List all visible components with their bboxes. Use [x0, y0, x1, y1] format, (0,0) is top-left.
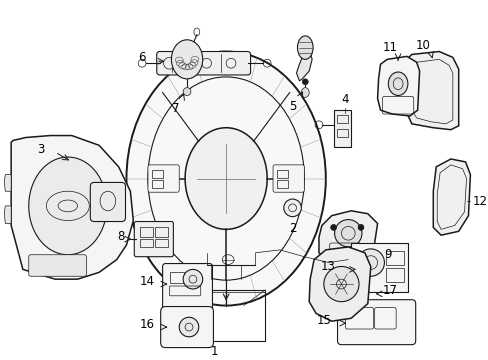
- Bar: [155, 239, 167, 247]
- FancyBboxPatch shape: [163, 264, 212, 310]
- Text: 12: 12: [471, 194, 487, 207]
- Ellipse shape: [301, 88, 308, 98]
- FancyBboxPatch shape: [29, 255, 86, 276]
- Ellipse shape: [183, 269, 202, 289]
- Polygon shape: [432, 159, 469, 235]
- Polygon shape: [308, 247, 370, 321]
- Bar: [350, 243, 407, 292]
- Polygon shape: [11, 136, 133, 279]
- Ellipse shape: [179, 317, 198, 337]
- Bar: [386, 251, 403, 265]
- Ellipse shape: [183, 88, 191, 95]
- Text: 2: 2: [288, 221, 296, 234]
- Ellipse shape: [185, 128, 266, 229]
- Text: 7: 7: [171, 102, 179, 115]
- Ellipse shape: [330, 224, 336, 230]
- FancyBboxPatch shape: [134, 221, 173, 257]
- Text: 3: 3: [37, 143, 44, 156]
- FancyBboxPatch shape: [148, 165, 179, 192]
- FancyBboxPatch shape: [337, 300, 415, 345]
- Bar: [336, 129, 347, 136]
- Ellipse shape: [302, 79, 307, 85]
- Text: 8: 8: [117, 230, 124, 243]
- Bar: [140, 228, 153, 237]
- Text: 6: 6: [138, 51, 146, 64]
- Ellipse shape: [356, 249, 384, 276]
- Text: 11: 11: [382, 41, 397, 54]
- Text: 10: 10: [415, 39, 430, 51]
- Polygon shape: [4, 206, 11, 224]
- Bar: [276, 170, 287, 177]
- Text: 16: 16: [140, 318, 155, 330]
- Bar: [187, 290, 264, 341]
- Bar: [333, 110, 350, 147]
- Ellipse shape: [126, 51, 325, 306]
- Ellipse shape: [29, 157, 107, 255]
- Ellipse shape: [334, 220, 361, 247]
- Bar: [155, 228, 167, 237]
- Ellipse shape: [171, 40, 202, 79]
- Text: 13: 13: [320, 260, 335, 273]
- Text: 17: 17: [382, 284, 397, 297]
- FancyBboxPatch shape: [157, 51, 250, 75]
- Bar: [336, 115, 347, 123]
- FancyBboxPatch shape: [90, 183, 125, 221]
- Bar: [170, 272, 184, 283]
- FancyBboxPatch shape: [161, 306, 213, 347]
- Polygon shape: [377, 57, 419, 116]
- Text: 15: 15: [316, 314, 331, 327]
- Text: 4: 4: [341, 93, 348, 106]
- Polygon shape: [296, 50, 311, 81]
- Ellipse shape: [297, 36, 312, 59]
- Polygon shape: [406, 51, 458, 130]
- Text: 1: 1: [210, 345, 218, 357]
- Bar: [152, 170, 163, 177]
- Bar: [140, 239, 153, 247]
- Ellipse shape: [283, 199, 301, 217]
- Bar: [276, 180, 287, 188]
- Text: 5: 5: [288, 100, 296, 113]
- Ellipse shape: [357, 224, 363, 230]
- Polygon shape: [4, 175, 11, 191]
- FancyBboxPatch shape: [272, 165, 304, 192]
- Ellipse shape: [387, 72, 407, 95]
- Text: 9: 9: [384, 248, 391, 261]
- Ellipse shape: [323, 266, 358, 302]
- Text: 14: 14: [140, 275, 155, 288]
- Polygon shape: [318, 211, 377, 266]
- Bar: [152, 180, 163, 188]
- Bar: [386, 269, 403, 282]
